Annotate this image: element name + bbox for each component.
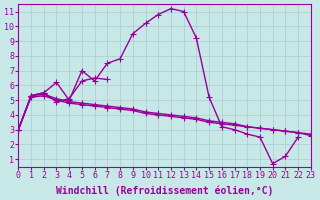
X-axis label: Windchill (Refroidissement éolien,°C): Windchill (Refroidissement éolien,°C) [56, 185, 273, 196]
